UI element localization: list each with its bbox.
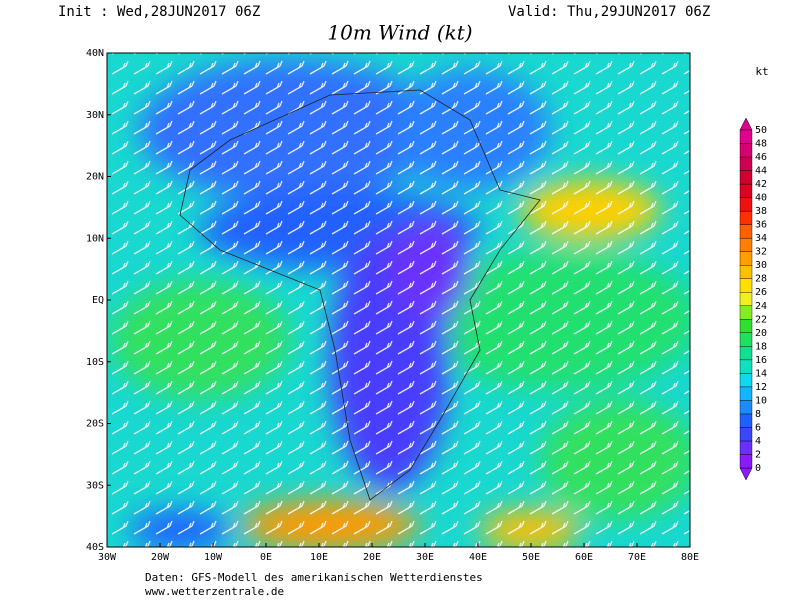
colorbar-label: 28 xyxy=(755,274,767,285)
colorbar-segment xyxy=(739,427,753,442)
colorbar-segment xyxy=(739,319,753,333)
colorbar-segment xyxy=(739,237,753,252)
colorbar-label: 42 xyxy=(755,179,767,190)
colorbar-top-arrow xyxy=(739,117,753,131)
colorbar-segment xyxy=(739,386,753,401)
lon-label: 10W xyxy=(204,552,223,563)
colorbar-segment xyxy=(739,278,753,293)
colorbar-segment xyxy=(739,454,753,469)
lon-label: 80E xyxy=(681,552,699,563)
colorbar-segment xyxy=(739,197,753,212)
lat-label: 20N xyxy=(86,172,104,183)
colorbar-label: 48 xyxy=(755,139,767,150)
map-title: 10m Wind (kt) xyxy=(327,21,472,45)
colorbar-segment xyxy=(739,413,753,428)
colorbar-label: 26 xyxy=(755,287,767,298)
colorbar-label: 2 xyxy=(755,449,761,460)
colorbar-segment xyxy=(739,305,753,320)
lat-label: 20S xyxy=(86,419,104,430)
colorbar-segment xyxy=(739,129,753,144)
colorbar-label: 6 xyxy=(755,422,761,433)
footer-site: www.wetterzentrale.de xyxy=(145,585,284,598)
colorbar-segment xyxy=(739,170,753,185)
lon-label: 40E xyxy=(469,552,487,563)
colorbar-label: 30 xyxy=(755,260,767,271)
colorbar-segment xyxy=(739,143,753,158)
lat-label: 10S xyxy=(86,357,104,368)
colorbar-label: 4 xyxy=(755,436,761,447)
lon-label: 60E xyxy=(575,552,593,563)
colorbar-label: 10 xyxy=(755,395,767,406)
colorbar-label: 14 xyxy=(755,368,767,379)
colorbar-label: 0 xyxy=(755,463,761,474)
colorbar-label: 24 xyxy=(755,301,767,312)
lat-label: 40N xyxy=(86,48,104,59)
colorbar-label: 32 xyxy=(755,247,767,258)
colorbar-label: 46 xyxy=(755,152,767,163)
colorbar-unit: kt xyxy=(755,65,768,78)
colorbar-label: 8 xyxy=(755,409,761,420)
colorbar-segment xyxy=(739,265,753,279)
colorbar-segment xyxy=(739,332,753,347)
lon-label: 50E xyxy=(522,552,540,563)
valid-time: Valid: Thu,29JUN2017 06Z xyxy=(508,4,710,20)
colorbar-label: 16 xyxy=(755,355,767,366)
colorbar-label: 34 xyxy=(755,233,767,244)
colorbar-segment xyxy=(739,292,753,306)
colorbar-segment xyxy=(739,224,753,239)
colorbar-label: 44 xyxy=(755,166,767,177)
lon-label: 30E xyxy=(416,552,434,563)
colorbar-segment xyxy=(739,373,753,388)
lat-label: EQ xyxy=(92,295,104,306)
colorbar-segment xyxy=(739,156,753,171)
colorbar-segment xyxy=(739,359,753,374)
lon-label: 20W xyxy=(151,552,170,563)
lon-label: 10E xyxy=(310,552,328,563)
colorbar-bottom-arrow xyxy=(739,467,753,481)
wind-field xyxy=(107,53,690,547)
colorbar-segment xyxy=(739,346,753,361)
init-time: Init : Wed,28JUN2017 06Z xyxy=(58,4,260,20)
lat-label: 30N xyxy=(86,110,104,121)
colorbar-label: 50 xyxy=(755,125,767,136)
colorbar-label: 12 xyxy=(755,382,767,393)
colorbar-segment xyxy=(739,251,753,266)
colorbar-label: 18 xyxy=(755,341,767,352)
lat-label: 10N xyxy=(86,233,104,244)
colorbar-segment xyxy=(739,183,753,198)
lon-label: 30W xyxy=(98,552,117,563)
colorbar-label: 36 xyxy=(755,220,767,231)
colorbar-segment xyxy=(739,210,753,225)
colorbar-label: 38 xyxy=(755,206,767,217)
colorbar-segment xyxy=(739,440,753,455)
colorbar-segment xyxy=(739,400,753,415)
colorbar-label: 22 xyxy=(755,314,767,325)
lon-label: 70E xyxy=(628,552,646,563)
colorbar-label: 40 xyxy=(755,193,767,204)
colorbar-label: 20 xyxy=(755,328,767,339)
lat-label: 30S xyxy=(86,480,104,491)
lon-label: 0E xyxy=(260,552,272,563)
lat-label: 40S xyxy=(86,542,104,553)
footer-source: Daten: GFS-Modell des amerikanischen Wet… xyxy=(145,571,483,584)
lon-label: 20E xyxy=(363,552,381,563)
